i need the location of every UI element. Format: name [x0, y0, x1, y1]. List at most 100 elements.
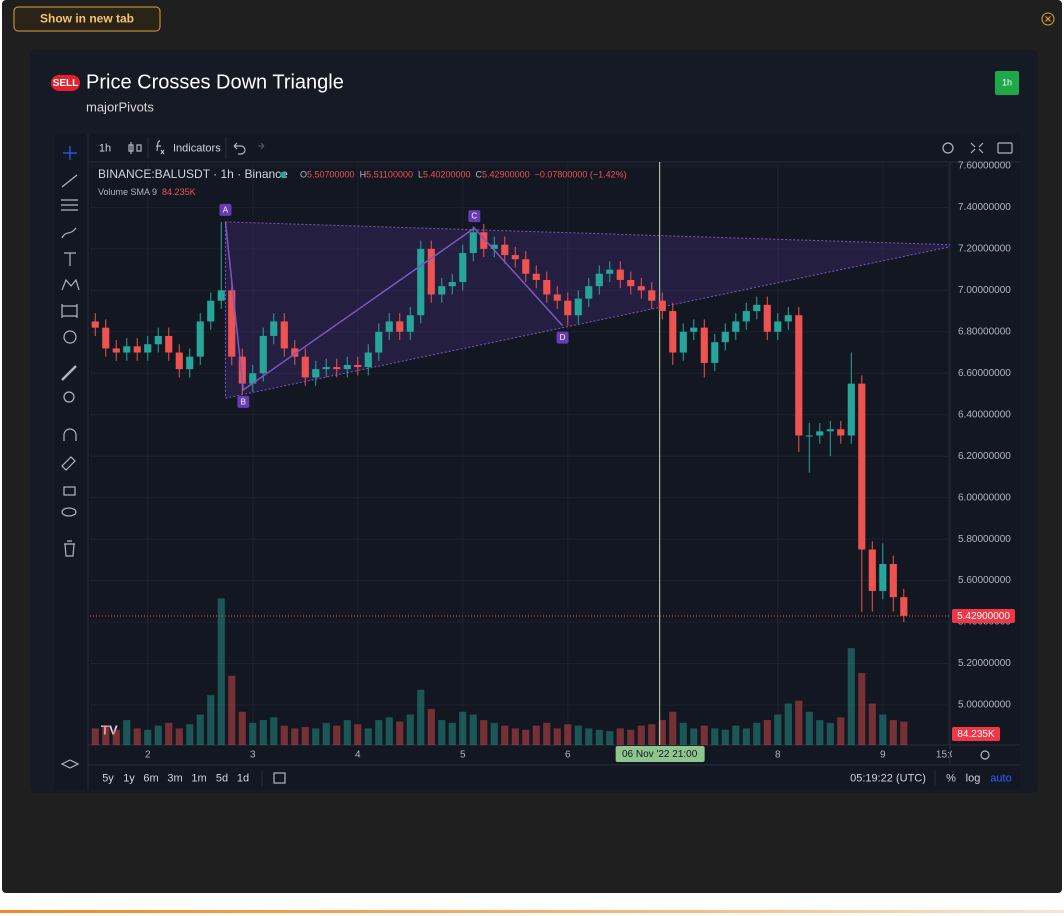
- candle-body: [648, 290, 656, 301]
- volume-tag: [952, 727, 1000, 741]
- zoom-tool[interactable]: [63, 391, 75, 403]
- pivot-marker: [556, 331, 569, 344]
- range-button[interactable]: 3m: [167, 772, 182, 784]
- y-tick-label: 5.80000000: [958, 534, 1011, 545]
- x-tick-label: 3: [250, 750, 256, 761]
- indicators-button[interactable]: Indicators: [173, 142, 221, 154]
- candle-body: [354, 364, 362, 368]
- measure-tool[interactable]: [61, 304, 78, 318]
- crosshair-tool[interactable]: [63, 146, 77, 160]
- volume-bar: [322, 722, 330, 745]
- candle-body: [900, 597, 908, 616]
- candle-body: [480, 232, 488, 249]
- candle-body: [889, 564, 897, 598]
- pivot-label: B: [241, 397, 246, 406]
- redo-icon[interactable]: [258, 142, 265, 150]
- interval-button[interactable]: 1h: [99, 142, 111, 154]
- candle-body: [805, 435, 813, 437]
- button-label[interactable]: Show in new tab: [40, 12, 134, 26]
- pivot-label: D: [560, 333, 566, 342]
- volume-bar: [312, 728, 320, 745]
- range-button[interactable]: 5y: [102, 772, 114, 784]
- scale-option[interactable]: log: [966, 772, 981, 784]
- candle-body: [795, 315, 803, 436]
- x-tick-label: 6: [565, 750, 571, 761]
- new-tab-button[interactable]: [13, 6, 161, 32]
- settings-icon[interactable]: [942, 142, 954, 154]
- candle-body: [196, 321, 204, 357]
- volume-bar: [627, 729, 635, 745]
- candle-body: [511, 255, 519, 260]
- left-toolbar: [60, 140, 1013, 784]
- camera-icon[interactable]: [997, 142, 1013, 154]
- volume-bar: [133, 728, 141, 745]
- volume-bar: [417, 689, 425, 745]
- volume-bar: [406, 714, 414, 745]
- layers-tool[interactable]: [60, 759, 80, 769]
- sell-label: SELL: [53, 78, 79, 89]
- volume-bar: [763, 720, 771, 745]
- volume-bar: [427, 709, 435, 745]
- candle-body: [711, 342, 719, 363]
- close-button[interactable]: [1041, 12, 1055, 26]
- hide-tool[interactable]: [61, 507, 77, 517]
- volume-bar: [868, 703, 876, 745]
- candle-body: [144, 344, 152, 353]
- lock-tool[interactable]: [63, 486, 76, 496]
- candle-body: [175, 352, 183, 370]
- fx-icon[interactable]: [156, 140, 165, 155]
- volume-bar: [658, 720, 666, 745]
- timeframe-badge: [995, 71, 1019, 95]
- trend-tool[interactable]: [61, 174, 78, 188]
- candle-body: [207, 300, 215, 322]
- date-range-icon[interactable]: [273, 772, 286, 784]
- candle-body: [742, 311, 750, 322]
- range-button[interactable]: 1y: [123, 772, 135, 784]
- scale-option[interactable]: %: [946, 772, 956, 784]
- candle-body: [417, 248, 425, 316]
- triangle-lower-line: [225, 246, 950, 399]
- emoji-tool[interactable]: [63, 330, 77, 344]
- candle-body: [448, 282, 456, 287]
- volume-bar: [480, 720, 488, 745]
- lock-draw-tool[interactable]: [61, 456, 76, 471]
- range-button[interactable]: 6m: [143, 772, 158, 784]
- volume-bar: [690, 728, 698, 745]
- volume-bar: [732, 725, 740, 745]
- brush-tool[interactable]: [61, 227, 77, 239]
- candle-body: [343, 364, 351, 370]
- x-tick-label: 15:00: [936, 750, 961, 761]
- text-tool[interactable]: [64, 252, 76, 266]
- chart-type-icon[interactable]: [128, 142, 142, 154]
- range-button[interactable]: 5d: [216, 772, 228, 784]
- volume-bar: [847, 648, 855, 745]
- scale-option[interactable]: auto: [990, 772, 1011, 784]
- candle-body: [837, 429, 845, 436]
- volume-bar: [270, 717, 278, 745]
- delete-tool[interactable]: [64, 540, 75, 557]
- candle-body: [249, 373, 257, 384]
- volume-bar: [154, 725, 162, 745]
- magnet-tool[interactable]: [63, 428, 77, 441]
- volume-bar: [144, 729, 152, 745]
- candle-body: [721, 331, 729, 343]
- fullscreen-icon[interactable]: [970, 142, 984, 154]
- volume-bar: [795, 700, 803, 745]
- volume-bar: [511, 728, 519, 745]
- range-button[interactable]: 1m: [191, 772, 206, 784]
- ruler-tool[interactable]: [61, 365, 77, 381]
- volume-bar: [385, 717, 393, 745]
- candle-body: [816, 431, 824, 436]
- range-button[interactable]: 1d: [237, 772, 249, 784]
- volume-legend-value: 84.235K: [162, 187, 196, 197]
- pattern-tool[interactable]: [61, 278, 80, 291]
- undo-icon[interactable]: [233, 142, 246, 155]
- fib-tool[interactable]: [61, 199, 78, 211]
- ohlc-key: L: [418, 170, 423, 180]
- candle-body: [102, 327, 110, 349]
- candle-body: [595, 273, 603, 287]
- volume-bar: [396, 721, 404, 745]
- ohlc-key: O: [300, 170, 307, 180]
- axis-settings-icon[interactable]: [980, 750, 990, 760]
